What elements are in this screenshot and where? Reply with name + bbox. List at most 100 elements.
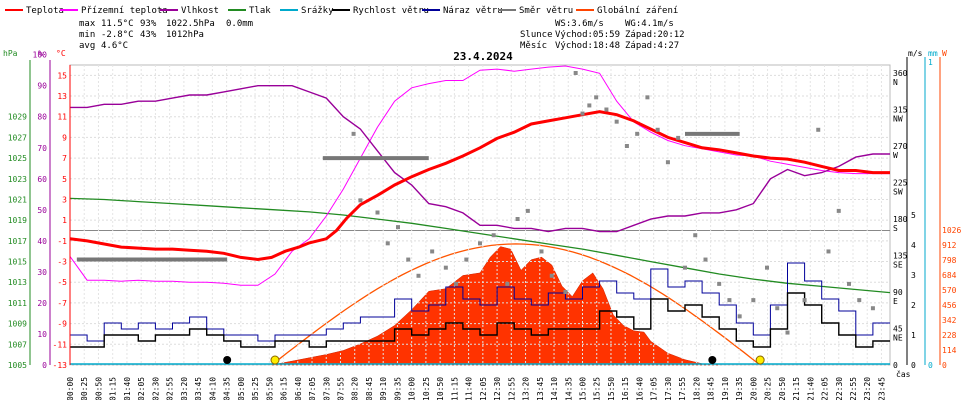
hpa-tick-label: 1005 [8, 361, 27, 370]
wind-direction-point [539, 249, 544, 254]
pct-tick-label: 90 [37, 82, 47, 91]
wind-direction-point [478, 241, 482, 246]
legend-label: Tlak [249, 6, 271, 16]
x-tick-label: 08:45 [365, 377, 374, 400]
wind-direction-point [826, 249, 831, 254]
wind-direction-point [525, 208, 530, 213]
rad-tick-label: 228 [942, 331, 957, 340]
rad-tick-label: 570 [942, 286, 957, 295]
dir-compass-label: E [893, 297, 898, 306]
moon-marker [223, 356, 232, 364]
legend-label: Vlhkost [181, 6, 219, 16]
temp-tick-label: 9 [62, 133, 67, 142]
x-tick-label: 00:50 [94, 377, 103, 400]
rad-tick-label: 114 [942, 346, 957, 355]
stats-temp: -2.8°C [101, 30, 134, 40]
chart-title: 23.4.2024 [453, 50, 513, 63]
x-tick-label: 22:05 [821, 377, 830, 400]
wind-tick-label: 4 [911, 241, 916, 250]
x-tick-label: 19:35 [735, 377, 744, 400]
x-tick-label: 02:55 [166, 377, 175, 400]
x-tick-label: 08:20 [351, 377, 360, 400]
radiation-area [271, 246, 720, 366]
legend-label: Srážky [301, 6, 334, 16]
legend-label: Směr větru [519, 6, 573, 16]
x-tick-label: 16:15 [621, 377, 630, 400]
wind-direction-point [385, 241, 390, 246]
wind-direction-point [703, 257, 708, 262]
dir-tick-label: 180 [893, 215, 908, 224]
series-humidity [70, 85, 890, 233]
hpa-tick-label: 1025 [8, 154, 27, 163]
wind-direction-point [816, 127, 821, 132]
x-tick-label: 06:40 [294, 377, 303, 400]
moon-rise: Východ:18:48 [555, 41, 620, 51]
wind-direction-point [515, 217, 520, 221]
x-tick-label: 20:25 [764, 377, 773, 400]
wind-direction-point [443, 265, 448, 270]
wind-direction-point [785, 330, 790, 335]
sun-set: Západ:20:12 [625, 30, 685, 40]
x-tick-label: 03:20 [180, 377, 189, 400]
wind-direction-point [645, 95, 650, 100]
dir-compass-label: N [893, 78, 898, 87]
x-tick-label: 05:50 [265, 377, 274, 400]
dir-compass-label: W [893, 151, 898, 160]
sun-marker [755, 355, 765, 365]
clear-sky-curve [271, 243, 761, 366]
wind-direction-point [635, 131, 640, 136]
rain-unit: mm [928, 49, 938, 58]
wind-direction-point [857, 298, 862, 303]
wind-tick-label: 5 [911, 211, 916, 220]
temp-tick-label: -9 [57, 320, 67, 329]
axes-layer: 1029102710251023102110191017101510131011… [3, 49, 961, 400]
x-tick-label: 01:15 [109, 377, 118, 400]
x-tick-label: 20:00 [749, 377, 758, 400]
wind-direction-point [573, 71, 578, 75]
series-temperature [69, 110, 890, 262]
x-tick-label: 05:00 [237, 377, 246, 400]
x-tick-label: 12:30 [493, 377, 502, 400]
rain-tick-label: 0 [928, 361, 933, 370]
wind-direction-point [683, 265, 687, 270]
wind-direction-point [549, 273, 554, 278]
legend: Teplota Přízemní teplota Vlhkost Tlak Srážky… [5, 6, 678, 16]
wind-direction-point [505, 281, 510, 286]
stats-row-label: avg [79, 41, 95, 51]
stats-temp: 11.5°C [101, 19, 134, 29]
series-pressure [69, 197, 891, 294]
legend-label: Náraz větru [443, 6, 503, 16]
dir-compass-label: SW [893, 188, 903, 197]
x-tick-label: 11:15 [450, 377, 459, 400]
wind-direction-point [737, 314, 742, 319]
x-tick-label: 22:55 [849, 377, 858, 400]
x-tick-label: 03:45 [194, 377, 203, 400]
dir-tick-label: 90 [893, 288, 903, 297]
legend-label: Globální záření [597, 6, 678, 16]
wind-direction-point [594, 95, 599, 100]
x-tick-label: 15:00 [579, 377, 588, 400]
wind-direction-point [604, 107, 609, 112]
x-tick-label: 07:30 [322, 377, 331, 400]
x-tick-label: 06:15 [280, 377, 289, 400]
temp-tick-label: -7 [57, 299, 67, 308]
pct-tick-label: 30 [37, 268, 47, 277]
wind-direction-point [580, 111, 585, 116]
temp-tick-label: -5 [57, 278, 67, 287]
pct-tick-label: 50 [37, 206, 47, 215]
sun-label: Slunce [520, 30, 553, 40]
x-tick-label: 07:05 [308, 377, 317, 400]
temp-tick-label: 3 [62, 195, 67, 204]
x-tick-label: 02:05 [137, 377, 146, 400]
hpa-tick-label: 1029 [8, 113, 27, 122]
temp-tick-label: 1 [62, 216, 67, 225]
temp-tick-label: -13 [53, 361, 68, 370]
moon-label: Měsíc [520, 41, 547, 51]
rain-tick-label: 1 [928, 58, 933, 67]
ws-text: WS:3.6m/s [555, 19, 604, 29]
x-tick-label: 21:15 [792, 377, 801, 400]
rad-tick-label: 912 [942, 241, 957, 250]
pct-tick-label: 80 [37, 113, 47, 122]
wind-direction-point [802, 298, 807, 303]
